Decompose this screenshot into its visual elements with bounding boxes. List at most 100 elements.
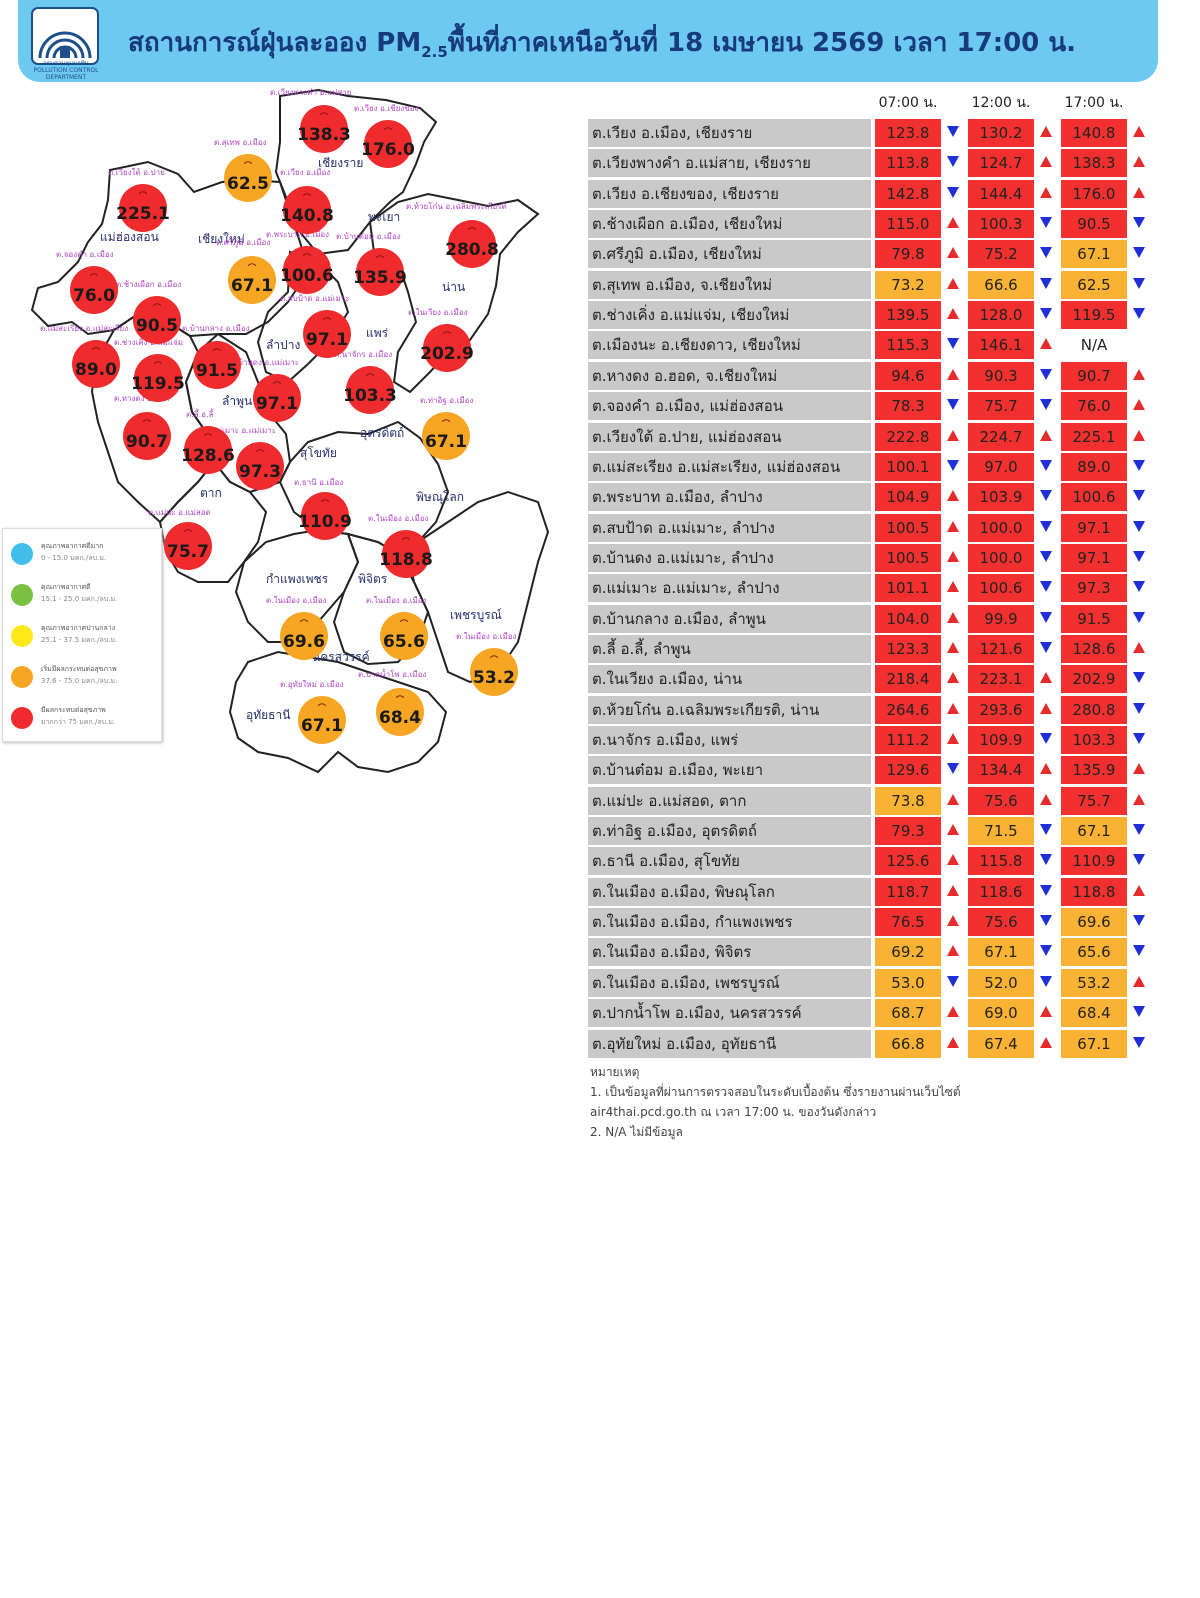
trend-up-icon <box>1133 186 1145 198</box>
station-label: ต.ธานี อ.เมือง <box>294 478 344 487</box>
pm-marker: ︵ 280.8 <box>445 220 499 268</box>
pm-value-cell: 128.6 <box>1061 634 1127 663</box>
table-row: ต.เมืองนะ อ.เชียงดาว, เชียงใหม่ 115.3 146.… <box>588 331 1150 360</box>
legend-swatch <box>11 625 33 647</box>
station-name: ต.จองคำ อ.เมือง, แม่ฮ่องสอน <box>588 392 871 421</box>
station-label: ต.ในเมือง อ.เมือง <box>266 596 327 605</box>
pm-value-cell: 100.0 <box>968 543 1034 572</box>
trend-up-icon <box>1133 763 1145 775</box>
pm-marker: ︵ 67.1 <box>422 412 470 460</box>
trend-up-icon <box>947 702 959 714</box>
trend-up-icon <box>947 854 959 866</box>
legend-item: คุณภาพอากาศปานกลาง 25.1 - 37.5 มคก./ลบ.ม. <box>11 621 161 651</box>
trend-down-icon <box>1133 702 1145 714</box>
pm-value-cell: 68.4 <box>1061 999 1127 1028</box>
table-row: ต.ปากน้ำโพ อ.เมือง, นครสวรรค์ 68.7 69.0 68.… <box>588 999 1150 1028</box>
table-row: ต.ในเมือง อ.เมือง, เพชรบูรณ์ 53.0 52.0 53.2 <box>588 968 1150 997</box>
trend-down-icon <box>1133 854 1145 866</box>
station-label: ต.จองคำ อ.เมือง <box>56 250 114 259</box>
pm-value-cell: 280.8 <box>1061 695 1127 724</box>
pm-value-cell: 67.1 <box>1061 240 1127 269</box>
trend-up-icon <box>947 733 959 744</box>
pcd-logo <box>31 7 99 65</box>
legend-swatch <box>11 543 33 565</box>
station-name: ต.บ้านต๋อม อ.เมือง, พะเยา <box>588 756 871 785</box>
pm-value-cell: 118.8 <box>1061 877 1127 906</box>
trend-down-icon <box>1040 490 1052 502</box>
trend-down-icon <box>947 156 959 168</box>
station-name: ต.สบป้าด อ.แม่เมาะ, ลำปาง <box>588 513 871 542</box>
station-label: ต.พระบาท อ.เมือง <box>266 230 330 239</box>
province-name: สุโขทัย <box>300 446 337 460</box>
pm-value-cell: 113.8 <box>875 149 941 178</box>
pm-value-cell: 293.6 <box>968 695 1034 724</box>
pm-value-cell: 71.5 <box>968 817 1034 846</box>
station-label: ต.หางดง อ.ฮอด <box>114 394 170 403</box>
trend-down-icon <box>947 338 959 350</box>
table-row: ต.ในเมือง อ.เมือง, พิษณุโลก 118.7 118.6 118… <box>588 877 1150 906</box>
trend-down-icon <box>1040 915 1052 927</box>
trend-up-icon <box>1040 1036 1052 1048</box>
pm-value-cell: 121.6 <box>968 634 1034 663</box>
station-name: ต.พระบาท อ.เมือง, ลำปาง <box>588 483 871 512</box>
pm-value-cell: 115.8 <box>968 847 1034 876</box>
pm-value-cell: 73.8 <box>875 786 941 815</box>
region-map: เชียงราย พะเยา แม่ฮ่องสอน เชียงใหม่ น่าน… <box>18 82 558 782</box>
pm-value-cell: 140.8 <box>1061 119 1127 147</box>
station-name: ต.ช้างเผือก อ.เมือง, เชียงใหม่ <box>588 210 871 239</box>
pm-value-cell: 67.1 <box>968 938 1034 967</box>
pm-value-cell: 100.5 <box>875 513 941 542</box>
trend-up-icon <box>947 824 959 836</box>
pm-value-cell: 89.0 <box>1061 452 1127 481</box>
pm-value-cell: 91.5 <box>1061 604 1127 633</box>
table-row: ต.ในเมือง อ.เมือง, พิจิตร 69.2 67.1 65.6 <box>588 938 1150 967</box>
pm-value-cell: 100.3 <box>968 210 1034 239</box>
station-name: ต.ในเมือง อ.เมือง, กำแพงเพชร <box>588 908 871 937</box>
pm-marker: ︵ 68.4 <box>376 688 424 736</box>
trend-up-icon <box>1040 672 1052 684</box>
trend-up-icon <box>1133 975 1145 987</box>
trend-down-icon <box>1040 854 1052 866</box>
pm-value-cell: 53.2 <box>1061 968 1127 997</box>
trend-up-icon <box>947 247 959 259</box>
trend-down-icon <box>1133 1006 1145 1018</box>
pm-marker: ︵ 138.3 <box>297 105 351 153</box>
trend-down-icon <box>1133 611 1145 623</box>
trend-down-icon <box>1040 884 1052 896</box>
column-header-1700: 17:00 น. <box>1064 95 1124 111</box>
table-row: ต.แม่เมาะ อ.แม่เมาะ, ลำปาง 101.1 100.6 97.3 <box>588 574 1150 603</box>
pm-value-cell: 225.1 <box>1061 422 1127 451</box>
note-line: air4thai.pcd.go.th ณ เวลา 17:00 น. ของวั… <box>590 1105 877 1119</box>
trend-up-icon <box>947 915 959 927</box>
table-row: ต.บ้านต๋อม อ.เมือง, พะเยา 129.6 134.4 135.9 <box>588 756 1150 785</box>
pm-value-cell: 115.0 <box>875 210 941 239</box>
table-row: ต.อุทัยใหม่ อ.เมือง, อุทัยธานี 66.8 67.4 67… <box>588 1029 1150 1058</box>
pm-value-cell: 67.4 <box>968 1029 1034 1058</box>
trend-up-icon <box>947 429 959 441</box>
pm-value-cell: 123.3 <box>875 634 941 663</box>
note-line: 2. N/A ไม่มีข้อมูล <box>590 1125 683 1139</box>
table-row: ต.แม่สะเรียง อ.แม่สะเรียง, แม่ฮ่องสอน 100… <box>588 452 1150 481</box>
trend-down-icon <box>1133 581 1145 593</box>
pm-value-cell: 75.7 <box>968 392 1034 421</box>
province-name: ตาก <box>200 486 222 500</box>
trend-up-icon <box>1040 186 1052 198</box>
trend-up-icon <box>1040 156 1052 168</box>
province-name: พิจิตร <box>358 572 388 586</box>
table-row: ต.แม่ปะ อ.แม่สอด, ตาก 73.8 75.6 75.7 <box>588 786 1150 815</box>
trend-up-icon <box>1133 399 1145 411</box>
pm-marker: ︵ 67.1 <box>298 696 346 744</box>
station-label: ต.ช้างเผือก อ.เมือง <box>116 280 182 289</box>
pm-value-cell: 118.6 <box>968 877 1034 906</box>
table-row: ต.ในเวียง อ.เมือง, น่าน 218.4 223.1 202.9 <box>588 665 1150 694</box>
pm-value-cell: 53.0 <box>875 968 941 997</box>
pm-value-cell: 69.6 <box>1061 908 1127 937</box>
trend-up-icon <box>947 945 959 957</box>
trend-up-icon <box>947 520 959 532</box>
station-label: ต.แม่เมาะ อ.แม่เมาะ <box>204 426 277 435</box>
pm-marker: ︵ 140.8 <box>280 186 334 234</box>
station-label: ต.เวียงใต้ อ.ปาย <box>108 168 165 177</box>
trend-up-icon <box>947 672 959 684</box>
pm-value-cell: 100.0 <box>968 513 1034 542</box>
station-name: ต.ในเมือง อ.เมือง, เพชรบูรณ์ <box>588 968 871 997</box>
